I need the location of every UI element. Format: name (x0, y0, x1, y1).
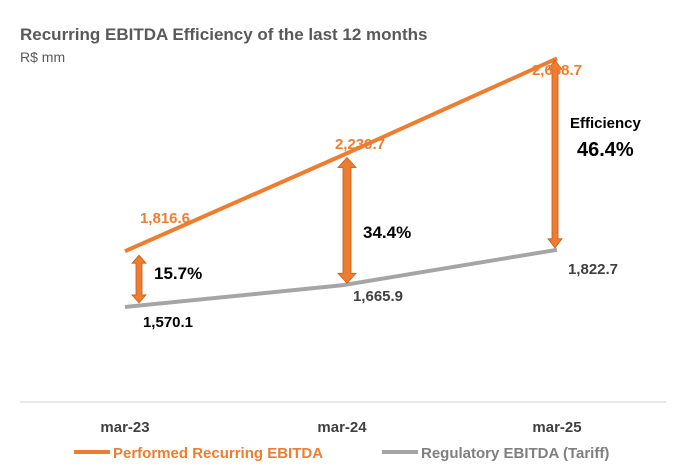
series-line-performed (124, 56, 558, 254)
efficiency-value-mar-25: 46.4% (577, 139, 634, 161)
data-label-performed-mar-25: 2,668.7 (532, 62, 582, 79)
efficiency-arrow-mar-25 (547, 59, 563, 249)
series-line-regulatory (124, 247, 558, 309)
data-label-performed-mar-24: 2,239.7 (335, 136, 385, 153)
data-label-regulatory-mar-23: 1,570.1 (143, 314, 193, 331)
data-label-regulatory-mar-24: 1,665.9 (353, 288, 403, 305)
chart-subtitle: R$ mm (20, 49, 65, 65)
data-label-regulatory-mar-25: 1,822.7 (568, 261, 618, 278)
efficiency-label: Efficiency (570, 115, 642, 132)
data-label-performed-mar-23: 1,816.6 (140, 210, 190, 227)
x-tick-mar-25: mar-25 (532, 419, 581, 436)
x-tick-mar-24: mar-24 (317, 419, 367, 436)
chart-title: Recurring EBITDA Efficiency of the last … (20, 25, 427, 44)
x-tick-mar-23: mar-23 (100, 419, 149, 436)
efficiency-arrow-mar-24 (337, 156, 357, 284)
efficiency-value-mar-24: 34.4% (363, 223, 411, 242)
legend-label-regulatory: Regulatory EBITDA (Tariff) (421, 445, 609, 462)
efficiency-value-mar-23: 15.7% (154, 264, 202, 283)
legend-label-performed: Performed Recurring EBITDA (113, 445, 323, 462)
efficiency-arrow-mar-23 (131, 254, 147, 304)
legend: Performed Recurring EBITDA Regulatory EB… (74, 445, 609, 462)
